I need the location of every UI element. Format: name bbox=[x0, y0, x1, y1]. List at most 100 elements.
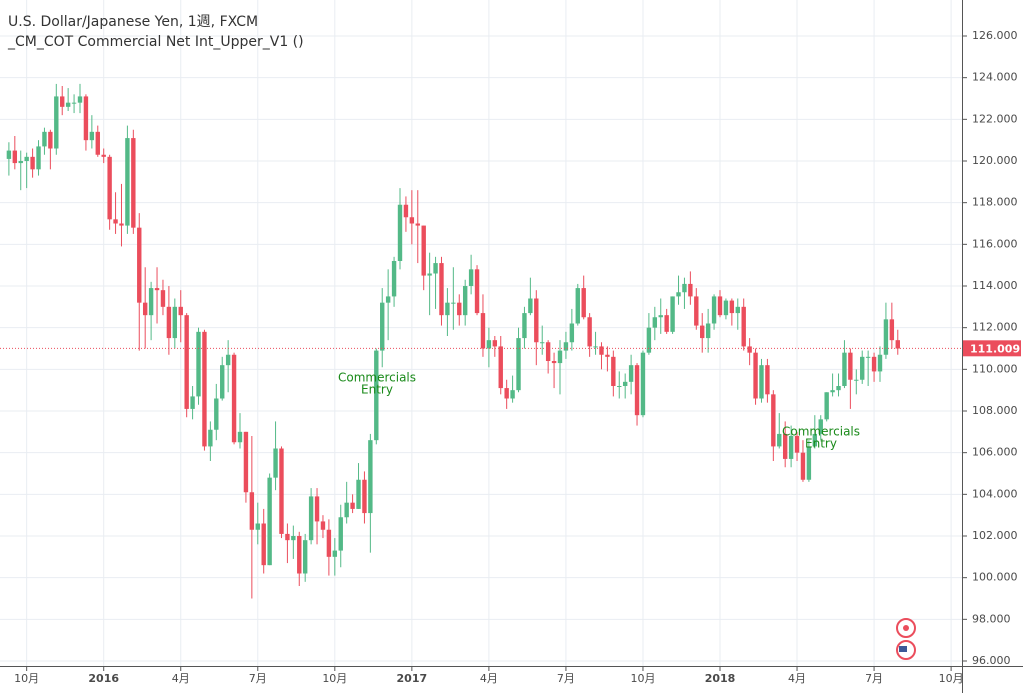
candle-body bbox=[871, 356, 877, 372]
candle-body bbox=[291, 536, 296, 541]
candle-body bbox=[889, 319, 895, 341]
candle-body bbox=[622, 381, 628, 386]
candle-body bbox=[534, 298, 539, 343]
candle-body bbox=[166, 306, 172, 339]
x-tick-label: 7月 bbox=[557, 672, 575, 685]
candle-body bbox=[877, 354, 883, 372]
annotation: Entry bbox=[361, 383, 393, 397]
candle-body bbox=[225, 354, 231, 366]
candle-body bbox=[285, 533, 290, 541]
candle-body bbox=[611, 356, 616, 386]
candle-body bbox=[374, 350, 379, 441]
candle-body bbox=[510, 390, 515, 399]
candle-body bbox=[658, 315, 663, 318]
candle-body bbox=[688, 283, 693, 297]
candle-body bbox=[131, 138, 136, 228]
candle-body bbox=[474, 269, 480, 314]
candle-body bbox=[125, 138, 130, 226]
candle-body bbox=[445, 302, 450, 316]
x-tick-label: 7月 bbox=[865, 672, 883, 685]
candle-body bbox=[895, 340, 900, 349]
candle-body bbox=[528, 298, 533, 314]
candle-body bbox=[6, 150, 12, 159]
x-tick-label: 10月 bbox=[14, 672, 39, 685]
candle-body bbox=[12, 150, 18, 164]
candle-body bbox=[261, 523, 266, 566]
candle-body bbox=[71, 102, 77, 104]
candle-body bbox=[42, 131, 47, 147]
candle-body bbox=[830, 390, 835, 393]
candle-body bbox=[332, 550, 338, 557]
annotation: Entry bbox=[805, 437, 837, 451]
candle-body bbox=[95, 131, 100, 155]
candle-body bbox=[812, 433, 818, 447]
candle-body bbox=[220, 365, 225, 399]
candle-body bbox=[551, 361, 557, 364]
candle-body bbox=[676, 292, 681, 297]
candle-body bbox=[682, 283, 687, 293]
y-tick-label: 110.000 bbox=[972, 362, 1018, 375]
candle-body bbox=[705, 323, 711, 339]
candle-body bbox=[350, 502, 355, 509]
candle-body bbox=[492, 340, 498, 347]
chart-subtitle: _CM_COT Commercial Net Int_Upper_V1 () bbox=[7, 34, 304, 50]
y-tick-label: 108.000 bbox=[972, 404, 1018, 417]
candle-body bbox=[380, 302, 385, 351]
y-tick-label: 104.000 bbox=[972, 487, 1018, 500]
candle-body bbox=[545, 342, 551, 361]
candle-body bbox=[818, 419, 823, 434]
candle-body bbox=[137, 227, 142, 303]
candle-body bbox=[605, 354, 610, 357]
candle-body bbox=[575, 288, 580, 324]
candle-body bbox=[107, 156, 112, 220]
candle-body bbox=[60, 96, 65, 107]
candle-body bbox=[172, 306, 178, 339]
candle-body bbox=[320, 521, 326, 530]
candle-body bbox=[113, 219, 118, 224]
candle-body bbox=[646, 327, 652, 353]
candle-body bbox=[415, 223, 420, 226]
candle-body bbox=[569, 323, 575, 343]
candle-body bbox=[297, 536, 302, 574]
candle-body bbox=[794, 436, 800, 453]
candle-body bbox=[255, 523, 260, 530]
candle-body bbox=[865, 356, 871, 358]
candle-body bbox=[421, 225, 426, 276]
candle-body bbox=[36, 146, 41, 170]
candle-body bbox=[735, 306, 740, 314]
candle-body bbox=[729, 300, 735, 314]
candle-body bbox=[717, 296, 723, 316]
candle-body bbox=[617, 386, 622, 387]
y-tick-label: 118.000 bbox=[972, 196, 1018, 209]
candle-body bbox=[24, 156, 29, 161]
candle-body bbox=[771, 394, 776, 447]
candle-body bbox=[214, 398, 219, 430]
x-tick-label: 2017 bbox=[397, 672, 428, 685]
candle-body bbox=[362, 479, 367, 514]
candle-body bbox=[765, 365, 770, 395]
y-tick-label: 116.000 bbox=[972, 237, 1018, 250]
candle-body bbox=[486, 340, 492, 349]
candle-body bbox=[540, 342, 545, 344]
candle-body bbox=[860, 356, 865, 380]
chart-title: U.S. Dollar/Japanese Yen, 1週, FXCM bbox=[8, 14, 258, 30]
grid bbox=[0, 0, 962, 666]
candle-body bbox=[208, 429, 213, 447]
candle-body bbox=[314, 496, 320, 522]
candle-body bbox=[397, 204, 403, 261]
candle-body bbox=[18, 161, 23, 164]
y-tick-label: 106.000 bbox=[972, 446, 1018, 459]
candle-body bbox=[101, 154, 106, 157]
x-tick-label: 4月 bbox=[172, 672, 190, 685]
candle-body bbox=[237, 431, 243, 443]
candle-body bbox=[119, 223, 124, 226]
candle-body bbox=[782, 433, 788, 459]
x-tick-label: 2018 bbox=[705, 672, 736, 685]
candle-body bbox=[326, 529, 332, 557]
candle-body bbox=[184, 315, 189, 409]
candle-body bbox=[522, 313, 527, 339]
candle-body bbox=[836, 386, 841, 391]
candle-body bbox=[142, 302, 148, 316]
annotation: Commercials bbox=[782, 425, 860, 439]
